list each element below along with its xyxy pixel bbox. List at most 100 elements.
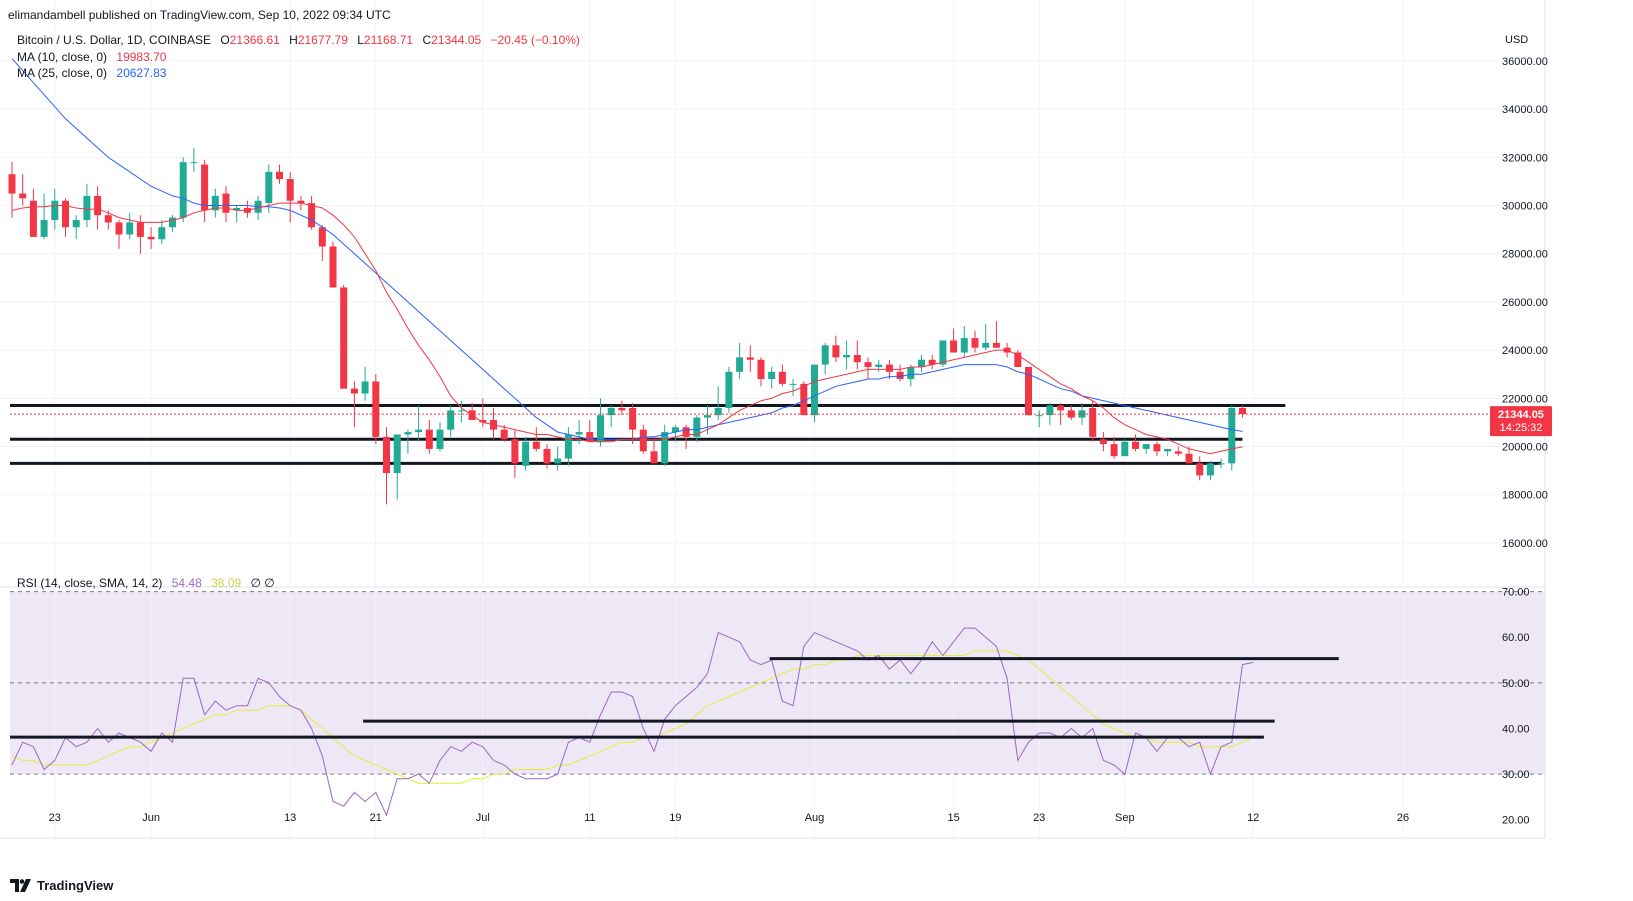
candle-body-32 [350, 388, 358, 394]
candle-body-110 [1185, 453, 1193, 464]
candle-body-39 [425, 429, 433, 449]
candle-body-25 [276, 171, 283, 180]
symbol-legend[interactable]: Bitcoin / U.S. Dollar, 1D, COINBASE O213… [17, 33, 580, 47]
candle-body-9 [104, 215, 112, 223]
candle-body-14 [158, 227, 166, 240]
candle-body-47 [511, 439, 519, 464]
price-tick-8: 32000.00 [1502, 152, 1548, 164]
rsi-line [11, 627, 1254, 817]
candle-body-5 [62, 200, 69, 228]
candle-body-33 [361, 381, 369, 394]
ohlc-open: O21366.61 [220, 33, 280, 47]
ohlc-high: H21677.79 [289, 33, 348, 47]
candle-body-28 [308, 203, 316, 228]
currency-label: USD [1505, 34, 1528, 46]
candle-body-70 [757, 359, 765, 380]
candle-body-42 [457, 410, 465, 412]
price-tick-5: 26000.00 [1502, 297, 1548, 309]
candle-body-83 [896, 371, 904, 380]
candle-body-13 [147, 236, 155, 240]
candle-body-15 [169, 217, 176, 228]
ma10-line [11, 202, 1243, 455]
rsi-tick-0: 20.00 [1502, 815, 1530, 827]
candle-body-108 [1164, 448, 1172, 452]
rsi-axis-labels[interactable]: 20.00 30.00 40.00 50.00 60.00 70.00 [1502, 587, 1530, 827]
candle-body-57 [618, 407, 626, 411]
candle-body-68 [736, 357, 744, 372]
candle-body-61 [661, 432, 669, 464]
candle-body-84 [907, 366, 915, 380]
moving-average-lines [11, 58, 1243, 455]
publisher-line: elimandambell published on TradingView.c… [8, 8, 391, 22]
candle-body-59 [639, 429, 647, 452]
candle-body-55 [597, 415, 604, 442]
candle-body-20 [222, 193, 230, 213]
candle-body-4 [51, 200, 59, 221]
candle-body-46 [500, 429, 508, 440]
candle-body-101 [1089, 407, 1097, 437]
candle-body-29 [318, 227, 326, 247]
candle-body-60 [650, 451, 658, 464]
candle-body-18 [201, 164, 209, 211]
candle-body-71 [768, 371, 776, 380]
candle-body-77 [832, 345, 840, 358]
rsi-tick-5: 70.00 [1502, 587, 1530, 599]
candle-body-3 [40, 220, 48, 237]
candle-body-91 [982, 342, 990, 348]
candle-body-92 [992, 342, 1000, 348]
price-axis-labels[interactable]: 16000.00 18000.00 20000.00 22000.00 24000.00… [1502, 56, 1548, 550]
candle-body-24 [265, 171, 273, 204]
candle-body-106 [1142, 444, 1150, 449]
last-price-badge: 21344.05 14:25:32 [1490, 406, 1552, 437]
candle-body-96 [1035, 415, 1043, 417]
candle-body-74 [800, 383, 808, 416]
price-tick-6: 28000.00 [1502, 249, 1548, 261]
rsi-lines [11, 627, 1254, 817]
candle-body-79 [853, 354, 861, 363]
candle-body-35 [383, 436, 390, 474]
candle-body-105 [1132, 441, 1139, 449]
candle-body-73 [789, 383, 797, 385]
rsi-extra-values: ∅ ∅ [250, 576, 275, 590]
time-tick-4: Jul [476, 812, 490, 824]
symbol-title: Bitcoin / U.S. Dollar, 1D, COINBASE [17, 33, 212, 47]
time-tick-10: Sep [1115, 812, 1135, 824]
ohlc-low: L21168.71 [357, 33, 414, 47]
candle-body-17 [190, 162, 198, 164]
candle-body-104 [1121, 441, 1129, 457]
time-tick-11: 12 [1247, 812, 1259, 824]
candle-body-76 [821, 345, 829, 365]
candle-body-113 [1217, 463, 1225, 465]
candle-body-114 [1228, 407, 1236, 464]
candle-body-112 [1206, 463, 1214, 476]
tradingview-logo[interactable]: TradingView [10, 878, 113, 893]
rsi-sma-value: 38.09 [211, 576, 242, 590]
rsi-legend[interactable]: RSI (14, close, SMA, 14, 2) 54.48 38.09 … [17, 576, 275, 590]
time-tick-5: 11 [584, 812, 595, 824]
candle-body-49 [532, 441, 540, 449]
candle-body-98 [1057, 405, 1065, 411]
time-axis-labels[interactable]: 23 Jun 13 21 Jul 11 19 Aug 15 23 Sep 12 26 [49, 812, 1409, 824]
time-tick-8: 15 [947, 812, 959, 824]
rsi-level-lines[interactable] [10, 657, 1339, 739]
candle-body-66 [714, 407, 722, 416]
candle-body-6 [72, 220, 80, 228]
candle-body-62 [671, 427, 679, 433]
candle-body-41 [447, 410, 455, 430]
candle-body-10 [115, 222, 123, 235]
ma25-legend[interactable]: MA (25, close, 0) 20627.83 [17, 66, 166, 80]
candle-body-89 [960, 338, 968, 353]
candle-body-95 [1025, 366, 1032, 416]
candle-body-107 [1153, 444, 1161, 452]
ma10-legend[interactable]: MA (10, close, 0) 19983.70 [17, 50, 166, 64]
candle-body-88 [950, 340, 958, 353]
candle-body-37 [404, 432, 412, 435]
candle-body-11 [126, 222, 134, 235]
price-tick-4: 24000.00 [1502, 345, 1548, 357]
candle-body-78 [843, 354, 851, 358]
candle-body-87 [939, 340, 947, 365]
candle-body-86 [928, 359, 936, 365]
candle-body-90 [971, 338, 979, 348]
candle-body-21 [233, 207, 241, 211]
